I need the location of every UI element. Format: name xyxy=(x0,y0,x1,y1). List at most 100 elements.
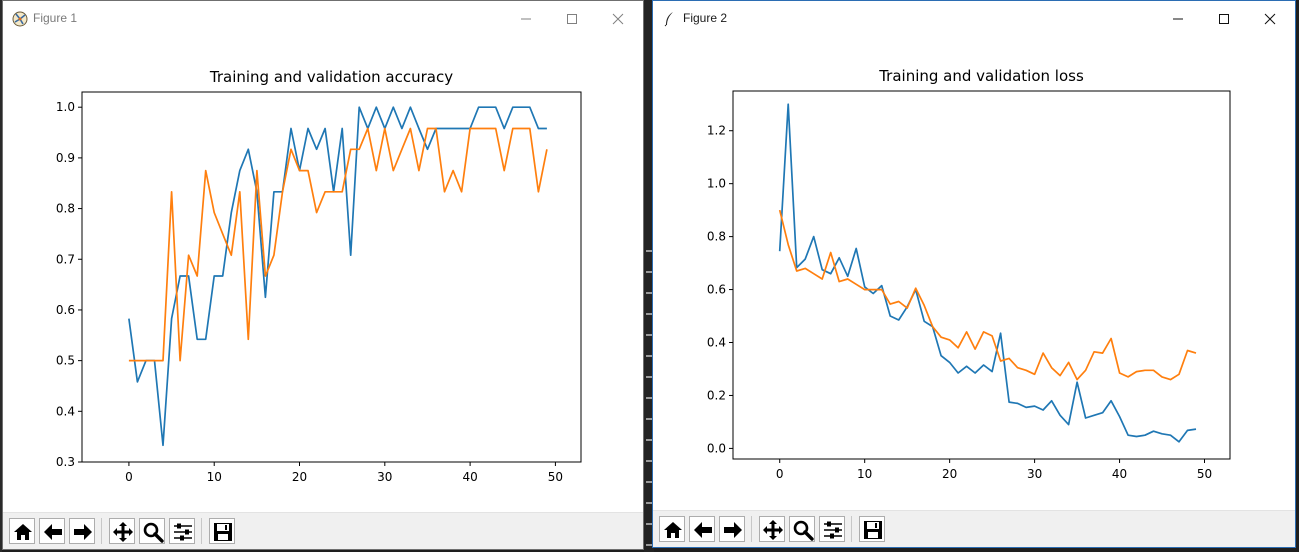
maximize-icon xyxy=(567,14,577,24)
console-line-marker xyxy=(646,502,652,504)
home-button[interactable] xyxy=(659,516,685,542)
console-line-marker xyxy=(646,292,652,294)
toolbar-separator xyxy=(751,516,752,542)
console-line-marker xyxy=(646,271,652,273)
configure-subplots-icon xyxy=(824,521,842,539)
console-line-marker xyxy=(646,250,652,252)
console-line-marker xyxy=(646,439,652,441)
series-line-2 xyxy=(128,127,548,362)
forward-arrow-icon xyxy=(74,524,92,540)
save-button[interactable] xyxy=(209,518,235,544)
x-tick-label: 0 xyxy=(776,467,784,481)
accuracy-chart[interactable]: Training and validation accuracy 0 10 20 30 4… xyxy=(3,35,643,513)
matplotlib-app-icon xyxy=(12,11,28,27)
home-button[interactable] xyxy=(9,518,35,544)
maximize-button[interactable] xyxy=(1201,1,1247,35)
console-line-marker xyxy=(646,355,652,357)
maximize-icon xyxy=(1219,14,1229,24)
figure-window-2: Figure 2 Training and validation loss 0 10… xyxy=(652,0,1296,548)
forward-button[interactable] xyxy=(69,518,95,544)
close-button[interactable] xyxy=(1247,1,1293,35)
toolbar-separator xyxy=(101,518,102,544)
y-tick-label: 0.0 xyxy=(707,441,726,455)
loss-chart[interactable]: Training and validation loss 0 10 20 30 40 50 0… xyxy=(653,35,1295,511)
plot-area xyxy=(732,90,1231,460)
back-button[interactable] xyxy=(689,516,715,542)
maximize-button[interactable] xyxy=(549,1,595,35)
configure-subplots-icon xyxy=(174,523,192,541)
x-tick-label: 0 xyxy=(125,470,133,484)
y-tick-label: 0.4 xyxy=(707,336,726,350)
x-tick-label: 20 xyxy=(292,470,307,484)
back-arrow-icon xyxy=(44,524,62,540)
close-button[interactable] xyxy=(595,1,641,35)
y-tick-label: 0.9 xyxy=(56,151,75,165)
console-line-marker xyxy=(646,418,652,420)
save-icon xyxy=(864,521,882,539)
y-tick-label: 0.8 xyxy=(56,202,75,216)
forward-button[interactable] xyxy=(719,516,745,542)
x-tick-label: 30 xyxy=(1027,467,1042,481)
series-line-1 xyxy=(778,103,1197,443)
background-editor xyxy=(0,0,2,552)
y-tick-label: 0.4 xyxy=(56,404,75,418)
pan-button[interactable] xyxy=(109,518,135,544)
console-line-marker xyxy=(646,481,652,483)
minimize-button[interactable] xyxy=(1155,1,1201,35)
close-icon xyxy=(1264,13,1276,25)
toolbar-separator xyxy=(201,518,202,544)
y-tick-label: 0.6 xyxy=(56,303,75,317)
figure-canvas[interactable]: Training and validation accuracy 0 10 20 30 4… xyxy=(3,35,643,518)
save-button[interactable] xyxy=(859,516,885,542)
zoom-icon xyxy=(793,520,814,541)
x-tick-label: 30 xyxy=(377,470,392,484)
console-line-marker xyxy=(646,544,652,546)
y-tick-label: 0.3 xyxy=(56,455,75,469)
back-button[interactable] xyxy=(39,518,65,544)
pan-button[interactable] xyxy=(759,516,785,542)
series-line-2 xyxy=(778,209,1197,381)
pan-icon xyxy=(763,520,783,540)
console-line-marker xyxy=(646,376,652,378)
chart-title: Training and validation accuracy xyxy=(209,68,453,86)
y-tick-label: 0.6 xyxy=(707,283,726,297)
background-console-strip xyxy=(644,0,654,552)
x-tick-label: 40 xyxy=(462,470,477,484)
x-tick-label: 50 xyxy=(548,470,563,484)
console-line-marker xyxy=(646,334,652,336)
close-icon xyxy=(612,13,624,25)
x-tick-label: 40 xyxy=(1112,467,1127,481)
minimize-icon xyxy=(1173,18,1183,20)
y-tick-label: 1.0 xyxy=(56,100,75,114)
chart-title: Training and validation loss xyxy=(878,67,1084,85)
configure-subplots-button[interactable] xyxy=(169,518,195,544)
window-title: Figure 2 xyxy=(683,11,728,25)
plot-area xyxy=(81,91,582,463)
console-line-marker xyxy=(646,460,652,462)
window-title: Figure 1 xyxy=(33,11,78,25)
zoom-button[interactable] xyxy=(789,516,815,542)
x-tick-label: 10 xyxy=(857,467,872,481)
y-tick-label: 1.0 xyxy=(707,177,726,191)
y-tick-label: 0.5 xyxy=(56,354,75,368)
console-line-marker xyxy=(646,523,652,525)
minimize-button[interactable] xyxy=(503,1,549,35)
toolbar-separator xyxy=(851,516,852,542)
figure-canvas[interactable]: Training and validation loss 0 10 20 30 40 50 0… xyxy=(653,35,1295,516)
console-line-marker xyxy=(646,313,652,315)
zoom-button[interactable] xyxy=(139,518,165,544)
zoom-icon xyxy=(143,522,164,543)
y-tick-label: 0.7 xyxy=(56,252,75,266)
feather-app-icon xyxy=(662,11,678,27)
configure-subplots-button[interactable] xyxy=(819,516,845,542)
title-bar[interactable]: Figure 1 xyxy=(3,1,643,35)
y-tick-label: 1.2 xyxy=(707,124,726,138)
title-bar[interactable]: Figure 2 xyxy=(653,1,1295,35)
home-icon xyxy=(14,524,32,540)
save-icon xyxy=(214,523,232,541)
back-arrow-icon xyxy=(694,522,712,538)
y-tick-label: 0.2 xyxy=(707,388,726,402)
home-icon xyxy=(664,522,682,538)
figure-window-1: Figure 1 Training and validation accurac… xyxy=(2,0,644,550)
x-tick-label: 20 xyxy=(942,467,957,481)
